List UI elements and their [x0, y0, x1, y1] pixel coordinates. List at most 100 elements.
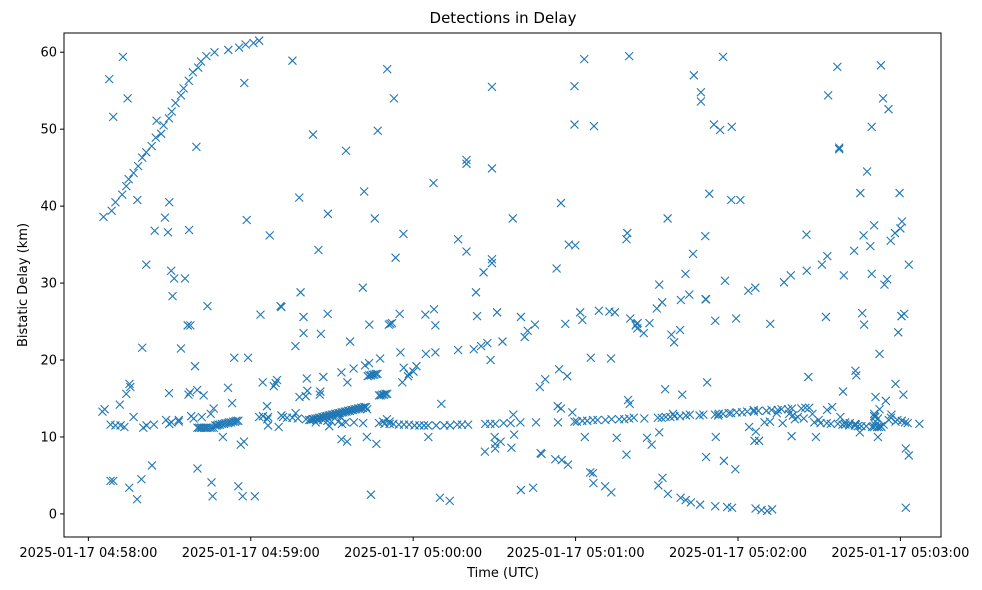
data-point-marker [886, 236, 896, 246]
data-point-marker [816, 418, 825, 428]
data-point-marker [669, 337, 679, 347]
data-point-marker [772, 408, 782, 418]
data-point-marker [832, 62, 842, 72]
data-point-marker [218, 432, 228, 442]
data-point-marker [355, 404, 364, 413]
data-point-marker [586, 353, 596, 363]
data-point-marker [585, 467, 595, 477]
data-point-marker [535, 382, 545, 392]
data-point-marker [575, 307, 585, 317]
data-point-marker [570, 417, 579, 426]
data-point-marker [822, 405, 832, 415]
data-point-marker [677, 390, 687, 400]
data-point-marker [606, 354, 616, 363]
data-point-marker [223, 45, 233, 55]
data-point-marker [730, 464, 740, 474]
data-point-marker [540, 374, 550, 384]
data-point-marker [793, 412, 803, 422]
data-point-marker [898, 390, 908, 400]
data-point-marker [726, 195, 736, 205]
data-point-marker [329, 410, 338, 420]
data-point-marker [274, 422, 284, 432]
data-point-marker [849, 246, 859, 256]
data-point-marker [867, 122, 877, 132]
data-point-marker [490, 419, 500, 429]
data-point-marker [243, 353, 253, 363]
data-point-marker [777, 404, 786, 414]
data-point-marker [870, 412, 880, 422]
data-point-marker [386, 319, 395, 329]
data-point-marker [210, 47, 219, 57]
data-point-marker [700, 231, 710, 241]
chart-title: Detections in Delay [430, 9, 577, 27]
data-point-marker [720, 276, 730, 286]
data-point-marker [364, 320, 374, 330]
data-point-marker [314, 245, 323, 255]
data-point-marker [804, 403, 814, 413]
data-point-marker [750, 436, 759, 446]
y-axis: 0 10 20 30 40 50 60 [40, 46, 64, 522]
data-point-marker [516, 312, 526, 322]
data-point-marker [765, 417, 775, 426]
data-point-marker [867, 269, 877, 279]
data-point-marker [256, 310, 265, 320]
data-point-marker [302, 386, 312, 396]
data-point-marker [896, 224, 905, 233]
data-point-marker [579, 54, 589, 64]
data-point-marker [389, 94, 399, 103]
data-point-marker [168, 291, 177, 301]
data-point-marker [537, 449, 546, 459]
data-point-marker [436, 399, 446, 409]
data-point-marker [358, 418, 368, 428]
data-point-marker [399, 229, 408, 239]
data-point-marker [557, 455, 567, 465]
data-point-marker [430, 321, 440, 330]
data-point-marker [853, 421, 863, 431]
data-point-marker [343, 377, 352, 387]
data-point-marker [192, 385, 202, 395]
data-point-marker [379, 390, 389, 400]
data-point-marker [391, 253, 400, 263]
data-point-marker [496, 437, 505, 446]
data-point-marker [167, 107, 177, 116]
data-point-marker [129, 168, 138, 178]
data-point-marker [713, 411, 723, 420]
data-point-marker [859, 230, 868, 240]
data-point-marker [254, 36, 264, 46]
data-point-marker [382, 389, 392, 399]
data-point-marker [753, 406, 763, 416]
data-point-marker [209, 404, 219, 413]
data-point-marker [376, 391, 386, 400]
data-point-marker [869, 409, 879, 419]
data-point-marker [104, 74, 114, 84]
data-point-marker [507, 443, 516, 453]
x-tick-label: 2025-01-17 04:58:00 [19, 546, 157, 561]
data-point-marker [203, 423, 212, 433]
data-point-marker [239, 78, 249, 88]
data-point-marker [366, 371, 376, 380]
data-point-marker [786, 270, 796, 280]
data-point-marker [288, 56, 297, 66]
data-point-marker [203, 301, 212, 311]
data-point-marker [457, 420, 467, 430]
data-point-marker [301, 391, 311, 401]
data-point-marker [342, 407, 351, 416]
data-point-marker [811, 432, 821, 442]
data-point-marker [560, 319, 570, 329]
data-point-marker [188, 67, 198, 77]
data-point-marker [743, 286, 753, 296]
data-point-marker [570, 240, 580, 250]
data-point-marker [528, 483, 538, 493]
data-point-marker [639, 414, 649, 423]
data-point-marker [176, 344, 186, 353]
data-point-marker [315, 390, 325, 400]
data-point-marker [897, 217, 907, 226]
data-point-marker [479, 267, 488, 277]
data-point-marker [891, 379, 900, 389]
data-point-marker [133, 161, 143, 171]
data-point-marker [606, 487, 616, 497]
data-point-marker [306, 415, 316, 425]
data-point-marker [552, 264, 562, 273]
data-point-marker [141, 260, 151, 269]
data-point-marker [647, 440, 657, 450]
